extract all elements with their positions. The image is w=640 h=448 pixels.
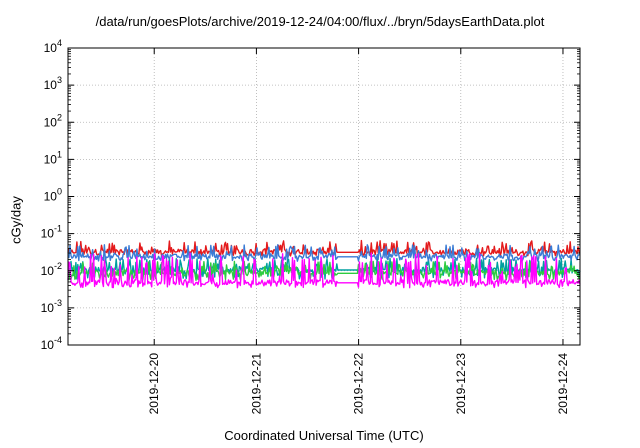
y-tick-mantissa: 10 xyxy=(44,115,58,129)
y-tick-label: 102 xyxy=(44,112,62,129)
series-lines xyxy=(67,239,581,289)
y-tick-exponent: -2 xyxy=(54,261,62,271)
y-tick-mantissa: 10 xyxy=(44,152,58,166)
y-tick-exponent: -3 xyxy=(54,298,62,308)
x-tick-label: 2019-12-20 xyxy=(147,353,161,415)
y-tick-label: 104 xyxy=(44,38,62,55)
y-tick-label: 10-4 xyxy=(41,335,62,352)
y-tick-exponent: -1 xyxy=(54,224,62,234)
y-tick-exponent: 2 xyxy=(57,112,62,122)
y-tick-mantissa: 10 xyxy=(41,227,55,241)
chart-title: /data/run/goesPlots/archive/2019-12-24/0… xyxy=(95,14,545,29)
y-tick-label: 103 xyxy=(44,75,62,92)
y-tick-label: 101 xyxy=(44,149,62,166)
y-tick-mantissa: 10 xyxy=(41,264,55,278)
y-tick-label: 10-2 xyxy=(41,261,62,278)
y-tick-exponent: -4 xyxy=(54,335,62,345)
series-line xyxy=(67,244,581,262)
y-tick-exponent: 4 xyxy=(57,38,62,48)
y-tick-mantissa: 10 xyxy=(44,41,58,55)
y-tick-mantissa: 10 xyxy=(41,301,55,315)
y-tick-mantissa: 10 xyxy=(44,190,58,204)
series-line xyxy=(67,239,581,257)
x-tick-label: 2019-12-23 xyxy=(454,353,468,415)
y-tick-exponent: 3 xyxy=(57,75,62,85)
x-axis-label: Coordinated Universal Time (UTC) xyxy=(224,428,424,443)
y-tick-label: 10-3 xyxy=(41,298,62,315)
y-tick-mantissa: 10 xyxy=(44,78,58,92)
grid-lines xyxy=(68,48,580,345)
y-tick-exponent: 0 xyxy=(57,187,62,197)
axis-ticks: 10-410-310-210-11001011021031042019-12-2… xyxy=(41,38,580,414)
x-tick-label: 2019-12-21 xyxy=(249,353,263,415)
y-tick-mantissa: 10 xyxy=(41,338,55,352)
y-tick-label: 10-1 xyxy=(41,224,62,241)
y-tick-label: 100 xyxy=(44,187,62,204)
x-tick-label: 2019-12-22 xyxy=(352,353,366,415)
y-tick-exponent: 1 xyxy=(57,149,62,159)
series-line xyxy=(67,252,581,289)
x-tick-label: 2019-12-24 xyxy=(556,353,570,415)
